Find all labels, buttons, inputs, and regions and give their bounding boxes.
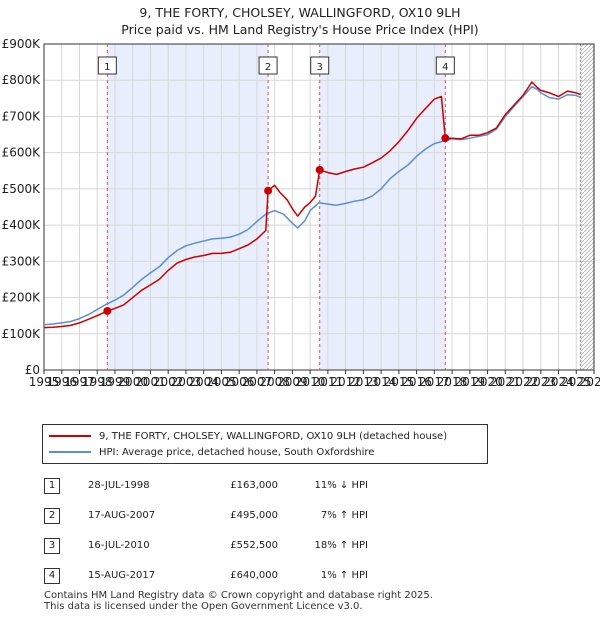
table-row: 4 15-AUG-2017 £640,000 1% ↑ HPI [42,568,442,584]
sale-number-box [258,56,278,75]
x-tick-label: 2014 [366,375,397,389]
legend-line-hpi [49,451,91,453]
transaction-date: 16-JUL-2010 [88,540,150,551]
transaction-hpi-diff: 18% ↑ HPI [314,540,368,551]
x-tick-label: 2009 [277,375,308,389]
transaction-price: £163,000 [230,480,278,491]
x-tick-label: 2001 [135,375,166,389]
y-tick-label: £500K [2,182,42,196]
footer-licence: This data is licensed under the Open Gov… [44,601,363,612]
footer: Contains HM Land Registry data © Crown c… [44,590,433,612]
table-row: 2 17-AUG-2007 £495,000 7% ↑ HPI [42,508,442,524]
x-tick-label: 1996 [46,375,77,389]
x-tick-label: 1998 [82,375,113,389]
transaction-date: 28-JUL-1998 [88,480,150,491]
forecast-hatch [580,44,594,370]
x-tick-label: 2012 [330,375,361,389]
sale-number-box [97,56,117,75]
y-tick-label: £900K [2,37,42,51]
y-tick-label: £600K [2,146,42,160]
sale-point [315,165,324,174]
legend-item-hpi: HPI: Average price, detached house, Sout… [49,445,374,459]
x-tick-label: 2020 [472,375,503,389]
chart-title-block: 9, THE FORTY, CHOLSEY, WALLINGFORD, OX10… [0,4,600,38]
legend-label-property: 9, THE FORTY, CHOLSEY, WALLINGFORD, OX10… [99,430,448,442]
sale-number-label: 1 [104,62,110,73]
x-tick-label: 2015 [384,375,415,389]
sale-number-box [310,56,330,75]
x-tick-label: 2006 [224,375,255,389]
legend-item-property: 9, THE FORTY, CHOLSEY, WALLINGFORD, OX10… [49,429,447,443]
x-tick-label: 2013 [348,375,379,389]
x-tick-label: 2021 [490,375,521,389]
x-tick-label: 2017 [419,375,450,389]
x-tick-label: 2023 [526,375,557,389]
sale-number-label: 2 [265,62,271,73]
chart-subtitle: Price paid vs. HM Land Registry's House … [121,22,479,37]
sale-number-label: 3 [317,62,323,73]
transaction-number: 2 [44,508,60,524]
x-tick-label: 2016 [401,375,432,389]
x-tick-label: 2022 [508,375,539,389]
transaction-date: 15-AUG-2017 [88,570,156,581]
price-chart: £0 £100K £200K £300K £400K £500K £600K £700K £80… [2,37,600,389]
x-tick-label: 2011 [313,375,344,389]
x-tick-label: 1999 [100,375,131,389]
sale-point [441,134,450,143]
x-tick-label: 2007 [242,375,273,389]
x-tick-label: 2008 [259,375,290,389]
y-tick-label: £700K [2,109,42,123]
ownership-shade [319,44,446,370]
x-tick-label: 2002 [153,375,184,389]
x-tick-label: 1997 [64,375,95,389]
x-tick-label: 2000 [117,375,148,389]
transaction-price: £495,000 [230,510,278,521]
transaction-date: 17-AUG-2007 [88,510,156,521]
legend: 9, THE FORTY, CHOLSEY, WALLINGFORD, OX10… [42,424,488,464]
x-tick-label: 2003 [171,375,202,389]
legend-line-property [49,435,91,437]
sale-point [264,186,273,195]
y-tick-label: £200K [2,291,42,305]
legend-label-hpi: HPI: Average price, detached house, Sout… [99,446,375,458]
property-price-line [43,81,581,329]
y-tick-label: £400K [2,218,42,232]
y-tick-label: £300K [2,254,42,268]
x-tick-label: 2024 [543,375,574,389]
y-tick-label: £0 [25,363,40,377]
ownership-shade [107,44,269,370]
table-row: 3 16-JUL-2010 £552,500 18% ↑ HPI [42,538,442,554]
transaction-hpi-diff: 1% ↑ HPI [320,570,368,581]
transaction-hpi-diff: 7% ↑ HPI [320,510,368,521]
sale-number-label: 4 [442,62,448,73]
transaction-hpi-diff: 11% ↓ HPI [314,480,368,491]
hpi-line [43,85,582,326]
x-tick-label: 1995 [29,375,60,389]
transaction-number: 3 [44,538,60,554]
transaction-number: 1 [44,478,60,494]
x-tick-label: 2025 [561,375,592,389]
sale-number-box [435,56,455,75]
transaction-price: £552,500 [230,540,278,551]
x-tick-label: 2005 [206,375,237,389]
x-tick-label: 2004 [188,375,219,389]
x-tick-label: 2010 [295,375,326,389]
transaction-number: 4 [44,568,60,584]
plot-frame [43,43,595,371]
footer-copyright: Contains HM Land Registry data © Crown c… [44,590,433,601]
x-tick-label: 2026 [579,375,600,389]
y-tick-label: £800K [2,73,42,87]
transaction-price: £640,000 [230,570,278,581]
chart-title: 9, THE FORTY, CHOLSEY, WALLINGFORD, OX10… [139,5,461,20]
x-tick-label: 2018 [437,375,468,389]
x-tick-label: 2019 [455,375,486,389]
sale-point [103,306,112,315]
table-row: 1 28-JUL-1998 £163,000 11% ↓ HPI [42,478,442,494]
y-tick-label: £100K [2,327,42,341]
